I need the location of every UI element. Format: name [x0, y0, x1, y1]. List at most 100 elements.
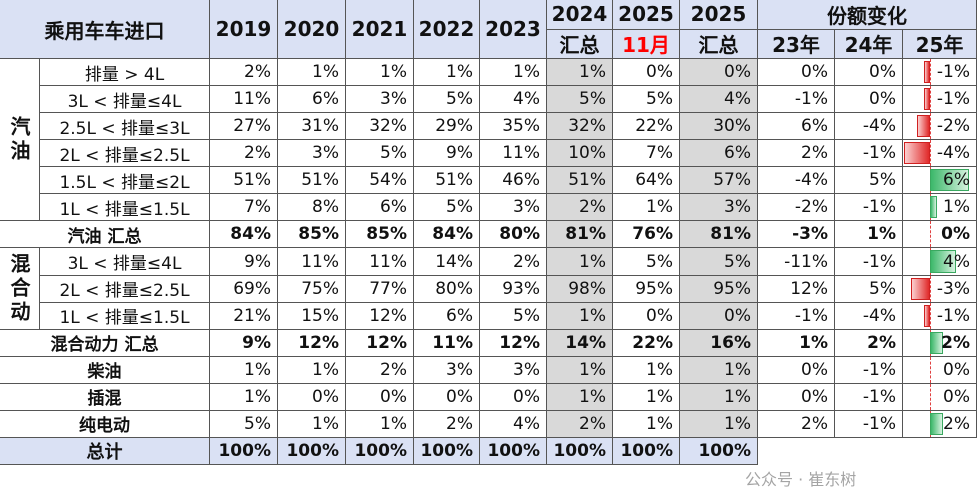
- cell-text: 5%: [646, 89, 673, 110]
- cell-text: 0%: [446, 386, 473, 407]
- cell-text: -1%: [936, 62, 970, 83]
- cell-text: 5%: [380, 143, 407, 164]
- value-cell: 5%: [480, 302, 547, 330]
- cell-text: -1%: [794, 305, 828, 326]
- axis-line: [930, 59, 931, 86]
- value-cell: 80%: [414, 275, 480, 303]
- axis-line: [930, 140, 931, 167]
- value-cell: -2%: [903, 113, 977, 141]
- cell-text: 2019: [215, 17, 272, 41]
- column-sub: 11月: [613, 29, 680, 59]
- value-cell: 6%: [278, 86, 346, 114]
- value-cell: 2%: [210, 59, 278, 87]
- cell-text: 4%: [513, 413, 540, 434]
- row-label: 3L < 排量≤4L: [40, 86, 210, 114]
- value-cell: 2%: [547, 194, 613, 222]
- value-cell: 85%: [346, 221, 414, 249]
- data-bar: [930, 250, 956, 273]
- value-cell: -3%: [903, 275, 977, 303]
- value-cell: 11%: [346, 248, 414, 276]
- row-label: 排量 > 4L: [40, 59, 210, 87]
- cell-text: -4%: [862, 116, 896, 137]
- value-cell: 1%: [480, 59, 547, 87]
- cell-text: -2%: [936, 116, 970, 137]
- cell-text: 7%: [646, 143, 673, 164]
- row-label: 2L < 排量≤2.5L: [40, 140, 210, 168]
- value-cell: 5%: [613, 248, 680, 276]
- cell-text: 0%: [941, 224, 970, 245]
- value-cell: 12%: [758, 275, 835, 303]
- value-cell: 85%: [278, 221, 346, 249]
- cell-text: 1%: [724, 359, 751, 380]
- value-cell: 1%: [210, 356, 278, 384]
- cell-text: 0%: [724, 305, 751, 326]
- row-label: 1.5L < 排量≤2L: [40, 167, 210, 195]
- value-cell: 0%: [903, 383, 977, 411]
- value-cell: 80%: [480, 221, 547, 249]
- value-cell: 5%: [414, 194, 480, 222]
- value-cell: 1%: [680, 383, 758, 411]
- value-cell: -1%: [835, 356, 903, 384]
- data-bar: [923, 61, 930, 84]
- value-cell: -1%: [835, 410, 903, 438]
- cell-text: 81%: [565, 224, 606, 245]
- value-cell: 100%: [480, 437, 547, 466]
- cell-text: 1%: [446, 62, 473, 83]
- cell-text: 1L < 排量≤1.5L: [59, 199, 190, 220]
- cell-text: 2.5L < 排量≤3L: [59, 118, 190, 139]
- cell-text: 100%: [553, 441, 606, 461]
- value-cell: 6%: [346, 194, 414, 222]
- value-cell: 5%: [680, 248, 758, 276]
- cell-text: 85%: [298, 224, 339, 245]
- cell-text: 混合动力 汇总: [50, 335, 159, 356]
- cell-text: 3%: [724, 197, 751, 218]
- cell-text: -1%: [862, 197, 896, 218]
- cell-text: 4%: [724, 89, 751, 110]
- cell-text: 1%: [244, 386, 271, 407]
- cell-text: 排量 > 4L: [84, 64, 165, 85]
- cell-text: 25年: [915, 33, 964, 58]
- cell-text: 1.5L < 排量≤2L: [59, 172, 190, 193]
- value-cell: 22%: [613, 113, 680, 141]
- cell-text: 汇总: [559, 33, 600, 58]
- cell-text: 1%: [579, 62, 606, 83]
- row-label: 柴油: [0, 356, 210, 384]
- cell-text: 1L < 排量≤1.5L: [59, 308, 190, 329]
- value-cell: -4%: [903, 140, 977, 168]
- value-cell: 10%: [547, 140, 613, 168]
- cell-text: 81%: [710, 224, 751, 245]
- cell-text: 2%: [579, 413, 606, 434]
- row-label: 2.5L < 排量≤3L: [40, 113, 210, 141]
- value-cell: 77%: [346, 275, 414, 303]
- value-cell: 14%: [547, 329, 613, 357]
- row-label: 纯电动: [0, 410, 210, 438]
- value-cell: 54%: [346, 167, 414, 195]
- value-cell: 51%: [547, 167, 613, 195]
- cell-text: 2%: [380, 359, 407, 380]
- cell-text: 2022: [418, 17, 475, 41]
- value-cell: 1%: [278, 59, 346, 87]
- value-cell: 9%: [414, 140, 480, 168]
- row-label: 汽油 汇总: [0, 221, 210, 249]
- group-text: 汽油: [7, 115, 31, 164]
- value-cell: 57%: [680, 167, 758, 195]
- cell-text: -3%: [792, 224, 828, 245]
- value-cell: 5%: [547, 86, 613, 114]
- value-cell: 3%: [346, 86, 414, 114]
- value-cell: 0%: [680, 302, 758, 330]
- row-label: 总计: [0, 437, 210, 466]
- cell-text: 2023: [485, 17, 541, 41]
- value-cell: 51%: [414, 167, 480, 195]
- cell-text: 6%: [801, 116, 828, 137]
- cell-text: 95%: [713, 278, 751, 299]
- value-cell: 3%: [680, 194, 758, 222]
- value-cell: -11%: [758, 248, 835, 276]
- cell-text: 27%: [233, 116, 271, 137]
- value-cell: 1%: [613, 383, 680, 411]
- cell-text: 35%: [502, 116, 540, 137]
- value-cell: -4%: [835, 113, 903, 141]
- value-cell: -1%: [903, 302, 977, 330]
- cell-text: 0%: [801, 62, 828, 83]
- value-cell: 22%: [613, 329, 680, 357]
- data-bar: [923, 88, 930, 111]
